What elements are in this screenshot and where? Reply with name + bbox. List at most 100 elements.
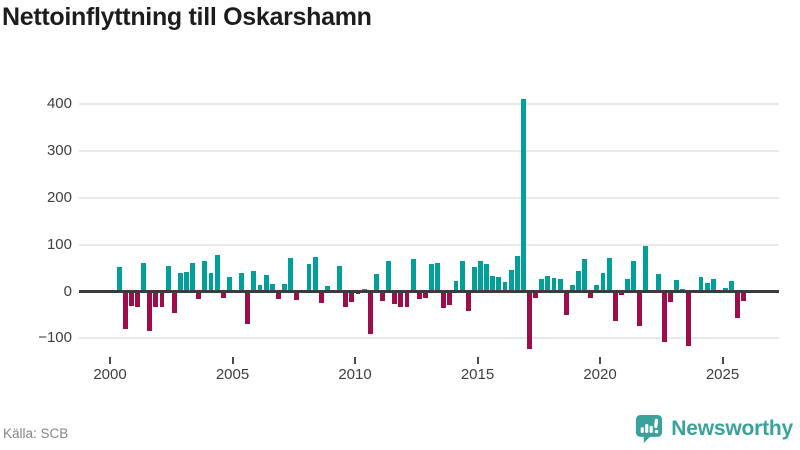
bar (392, 291, 398, 304)
bar (196, 291, 202, 300)
bar (582, 258, 588, 292)
y-axis-tick-label: 400 (46, 95, 72, 113)
bar (128, 291, 134, 306)
bar (324, 286, 330, 292)
bar (257, 284, 263, 292)
bar (226, 276, 232, 292)
x-axis-tick-label: 2025 (705, 366, 740, 383)
bar (318, 291, 324, 303)
bar (723, 287, 728, 292)
bar (153, 291, 159, 307)
bar (637, 291, 643, 326)
bar (410, 259, 416, 292)
bar (704, 283, 710, 292)
y-axis-tick-label: 0 (63, 282, 72, 300)
bar (312, 256, 318, 292)
bar (459, 260, 465, 292)
bar (643, 246, 649, 292)
bar (135, 291, 140, 307)
x-axis-tick (476, 357, 479, 364)
bar (429, 263, 434, 292)
x-axis-tick (109, 357, 111, 364)
bar (661, 291, 667, 343)
x-axis-tick-label: 2005 (215, 366, 250, 383)
bar (735, 291, 741, 319)
bar (422, 291, 428, 299)
bar (294, 291, 300, 301)
bar (606, 257, 612, 292)
zero-line (79, 290, 779, 293)
bar (380, 291, 385, 302)
bar (631, 261, 637, 292)
bar (655, 273, 661, 292)
gridline (79, 103, 779, 106)
bar (612, 291, 618, 322)
page-title: Nettoinflyttning till Oskarshamn (2, 3, 372, 31)
bar (545, 276, 551, 292)
bar (220, 291, 226, 298)
bar (594, 285, 600, 292)
bar (490, 276, 496, 292)
gridline (79, 196, 779, 199)
bar (698, 276, 704, 292)
bar (288, 257, 294, 292)
x-axis-tick (354, 357, 356, 364)
bar (447, 291, 453, 306)
bar (539, 279, 545, 292)
bar (576, 271, 581, 292)
bar (263, 274, 269, 292)
bar (208, 273, 214, 292)
bar (618, 291, 624, 296)
bar (527, 291, 532, 349)
bar (496, 276, 502, 292)
newsworthy-logo-icon (635, 414, 663, 443)
x-axis-tick (231, 357, 234, 364)
bar (741, 291, 747, 302)
bar (177, 272, 183, 292)
gridline (79, 337, 779, 340)
bar (484, 263, 490, 292)
bar (563, 291, 569, 315)
bar (251, 271, 257, 292)
bar (588, 291, 594, 299)
bar (147, 291, 153, 331)
bar (471, 266, 477, 292)
bar (625, 279, 630, 292)
bar (269, 284, 275, 292)
bar (159, 291, 165, 307)
bar (171, 291, 177, 313)
bar (533, 291, 539, 299)
bar (416, 291, 422, 299)
bar (349, 291, 355, 302)
x-axis-tick-label: 2020 (583, 366, 617, 383)
bar (667, 291, 673, 302)
y-axis-tick-label: 300 (46, 142, 72, 160)
gridline (79, 150, 779, 153)
x-axis-tick (599, 357, 601, 364)
bar (116, 266, 122, 292)
bar (165, 266, 171, 292)
y-axis-tick-label: −100 (38, 329, 72, 347)
bar (441, 291, 447, 308)
bar (674, 280, 679, 292)
y-axis-tick-label: 200 (46, 188, 72, 206)
bar (373, 273, 379, 292)
bar (275, 291, 281, 299)
bar (141, 262, 147, 292)
bar (502, 281, 508, 292)
bar (557, 278, 563, 292)
newsworthy-logo-text: Newsworthy (671, 416, 793, 440)
source-text: Källa: SCB (3, 426, 69, 441)
bar (398, 291, 404, 307)
bar (337, 266, 343, 292)
bar (214, 254, 220, 292)
bar (729, 281, 735, 292)
bar (239, 272, 245, 292)
bar (343, 291, 349, 307)
bar (386, 260, 392, 292)
x-axis-tick (721, 357, 724, 364)
gridline (79, 243, 779, 246)
bar (245, 291, 251, 324)
bar (306, 263, 312, 292)
